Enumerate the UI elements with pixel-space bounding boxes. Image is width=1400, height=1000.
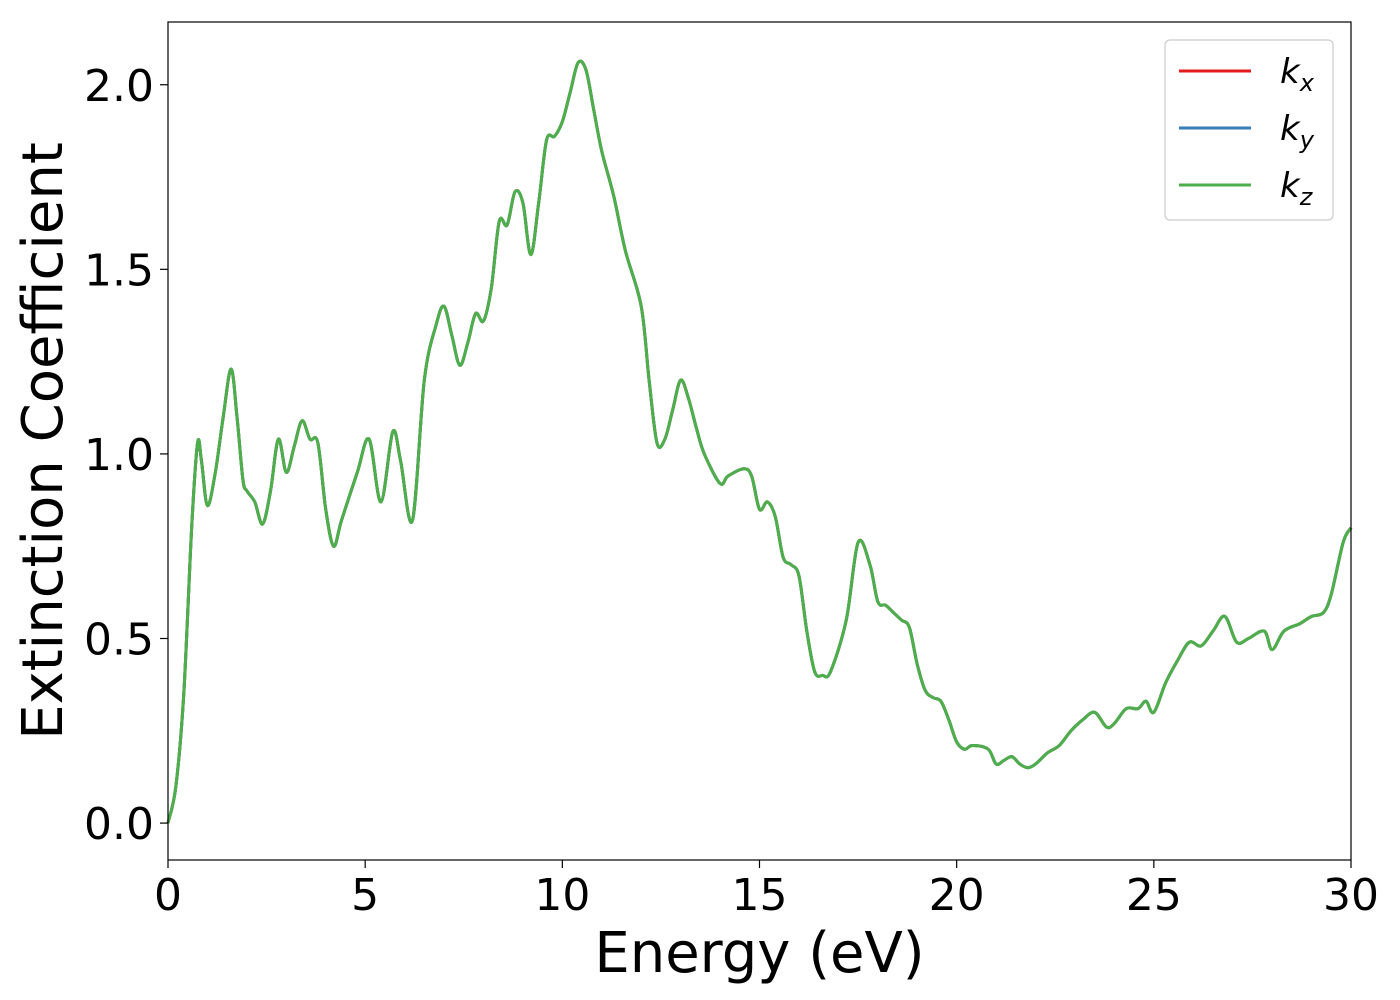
legend-label-z: kz (1280, 166, 1314, 211)
series-line-z (166, 59, 1353, 824)
y-tick-label: 0.5 (84, 615, 154, 666)
x-tick-label: 15 (732, 870, 788, 921)
x-tick-label: 10 (534, 870, 590, 921)
y-tick-label: 1.5 (84, 245, 154, 296)
legend-box (1164, 39, 1334, 221)
x-tick-label: 20 (929, 870, 985, 921)
x-tick-label: 0 (154, 870, 182, 921)
y-tick-label: 0.0 (84, 799, 154, 850)
legend-label-y: ky (1280, 109, 1315, 154)
y-tick-label: 2.0 (84, 61, 154, 112)
series-layer (166, 59, 1353, 824)
y-axis-title: Extinction Coefficient (11, 142, 76, 740)
x-tick-label: 5 (351, 870, 379, 921)
y-tick-label: 1.0 (84, 430, 154, 481)
x-axis-title: Energy (eV) (594, 921, 924, 986)
x-tick-label: 30 (1323, 870, 1379, 921)
x-tick-label: 25 (1126, 870, 1182, 921)
legend-label-x: kx (1280, 52, 1315, 97)
x-axis: 0 5 10 15 20 25 30 (154, 860, 1379, 921)
y-axis: 0.0 0.5 1.0 1.5 2.0 (84, 61, 168, 850)
legend: kx ky kz (1164, 39, 1334, 221)
